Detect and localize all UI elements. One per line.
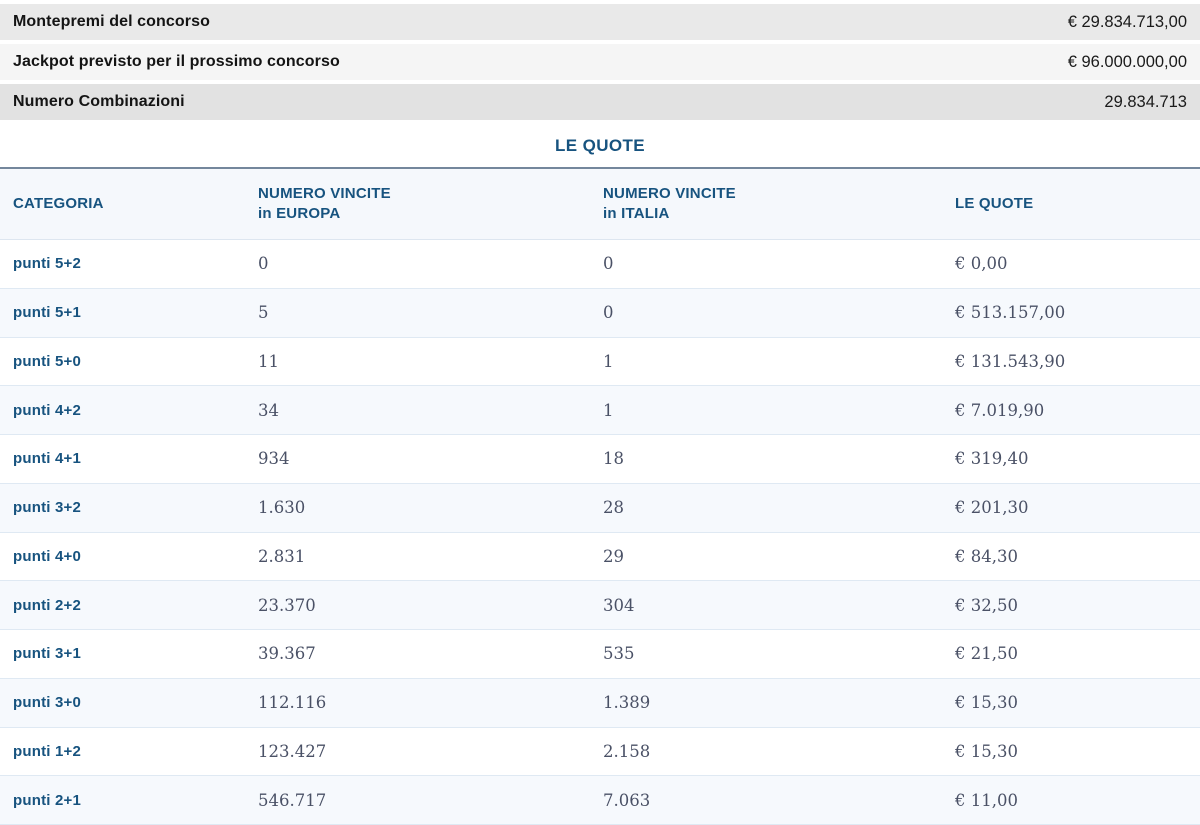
cell-quota: € 21,50 [955,644,1018,664]
cell-quota: € 513.157,00 [955,303,1066,323]
table-row: punti 4+2 34 1 € 7.019,90 [0,386,1200,435]
cell-quota: € 32,50 [955,595,1018,615]
cell-vincite-italia: 0 [603,303,614,323]
cell-vincite-europa: 0 [258,254,269,274]
cell-category: punti 4+2 [13,401,82,419]
cell-vincite-italia: 28 [603,498,624,518]
cell-category: punti 3+2 [13,499,82,517]
cell-quota: € 11,00 [955,790,1018,810]
cell-category: punti 3+1 [13,645,82,663]
cell-quota: € 201,30 [955,498,1029,518]
cell-category: punti 1+2 [13,742,82,760]
table-row: punti 5+0 11 1 € 131.543,90 [0,337,1200,387]
summary-label: Montepremi del concorso [13,13,210,30]
cell-vincite-europa: 5 [258,303,269,323]
cell-vincite-italia: 535 [603,644,635,664]
header-cell-vincite-italia: NUMERO VINCITE in ITALIA [603,184,955,225]
table-row: punti 3+0 112.116 1.389 € 15,30 [0,678,1200,728]
quotes-table: CATEGORIA NUMERO VINCITE in EUROPA NUMER… [0,167,1200,825]
header-cell-le-quote: LE QUOTE [955,194,1034,212]
cell-category: punti 4+0 [13,547,82,565]
summary-row-combinazioni: Numero Combinazioni 29.834.713 [0,84,1200,120]
cell-category: punti 4+1 [13,450,82,468]
cell-quota: € 319,40 [955,449,1029,469]
table-row: punti 2+2 23.370 304 € 32,50 [0,581,1200,630]
cell-quota: € 15,30 [955,693,1018,713]
cell-quota: € 0,00 [955,254,1008,274]
cell-quota: € 15,30 [955,741,1018,761]
cell-category: punti 2+1 [13,791,82,809]
header-line: NUMERO VINCITE [603,184,736,202]
header-cell-categoria: CATEGORIA [13,194,104,212]
cell-vincite-italia: 1 [603,351,614,371]
header-cell-vincite-europa: NUMERO VINCITE in EUROPA [258,184,603,225]
cell-vincite-italia: 29 [603,546,624,566]
cell-vincite-europa: 112.116 [258,693,327,713]
table-row: punti 4+1 934 18 € 319,40 [0,435,1200,484]
cell-category: punti 5+1 [13,304,82,322]
cell-vincite-italia: 1.389 [603,693,651,713]
cell-vincite-europa: 546.717 [258,790,327,810]
cell-vincite-europa: 23.370 [258,595,316,615]
cell-vincite-italia: 1 [603,400,614,420]
table-row: punti 3+2 1.630 28 € 201,30 [0,483,1200,533]
section-title-le-quote: LE QUOTE [554,135,646,155]
cell-vincite-italia: 0 [603,254,614,274]
cell-category: punti 3+0 [13,694,82,712]
cell-vincite-italia: 7.063 [603,790,651,810]
cell-vincite-europa: 1.630 [258,498,306,518]
header-line: in ITALIA [603,205,670,222]
cell-quota: € 84,30 [955,546,1018,566]
cell-vincite-italia: 2.158 [603,741,651,761]
cell-vincite-italia: 18 [603,449,624,469]
summary-value: € 96.000.000,00 [1067,52,1187,71]
table-row: punti 4+0 2.831 29 € 84,30 [0,532,1200,582]
table-row: punti 5+1 5 0 € 513.157,00 [0,288,1200,338]
cell-category: punti 5+0 [13,352,82,370]
cell-quota: € 7.019,90 [955,400,1045,420]
table-row: punti 3+1 39.367 535 € 21,50 [0,630,1200,679]
cell-vincite-europa: 934 [258,449,290,469]
cell-vincite-europa: 39.367 [258,644,316,664]
cell-vincite-europa: 2.831 [258,546,306,566]
summary-value: 29.834.713 [1104,92,1187,111]
table-row: punti 5+2 0 0 € 0,00 [0,240,1200,289]
table-row: punti 2+1 546.717 7.063 € 11,00 [0,776,1200,825]
cell-vincite-italia: 304 [603,595,635,615]
table-body: punti 5+2 0 0 € 0,00 punti 5+1 5 0 € 513… [0,240,1200,825]
table-row: punti 1+2 123.427 2.158 € 15,30 [0,727,1200,777]
header-line: in EUROPA [258,205,341,222]
cell-category: punti 2+2 [13,596,82,614]
summary-label: Numero Combinazioni [13,93,185,110]
summary-section: Montepremi del concorso € 29.834.713,00 … [0,0,1200,120]
cell-vincite-europa: 11 [258,351,279,371]
summary-row-montepremi: Montepremi del concorso € 29.834.713,00 [0,4,1200,40]
cell-vincite-europa: 123.427 [258,741,327,761]
header-line: NUMERO VINCITE [258,184,391,202]
summary-value: € 29.834.713,00 [1067,12,1187,31]
cell-category: punti 5+2 [13,255,82,273]
summary-label: Jackpot previsto per il prossimo concors… [13,53,340,70]
summary-row-jackpot: Jackpot previsto per il prossimo concors… [0,44,1200,80]
table-header-row: CATEGORIA NUMERO VINCITE in EUROPA NUMER… [0,169,1200,240]
cell-quota: € 131.543,90 [955,351,1066,371]
cell-vincite-europa: 34 [258,400,279,420]
